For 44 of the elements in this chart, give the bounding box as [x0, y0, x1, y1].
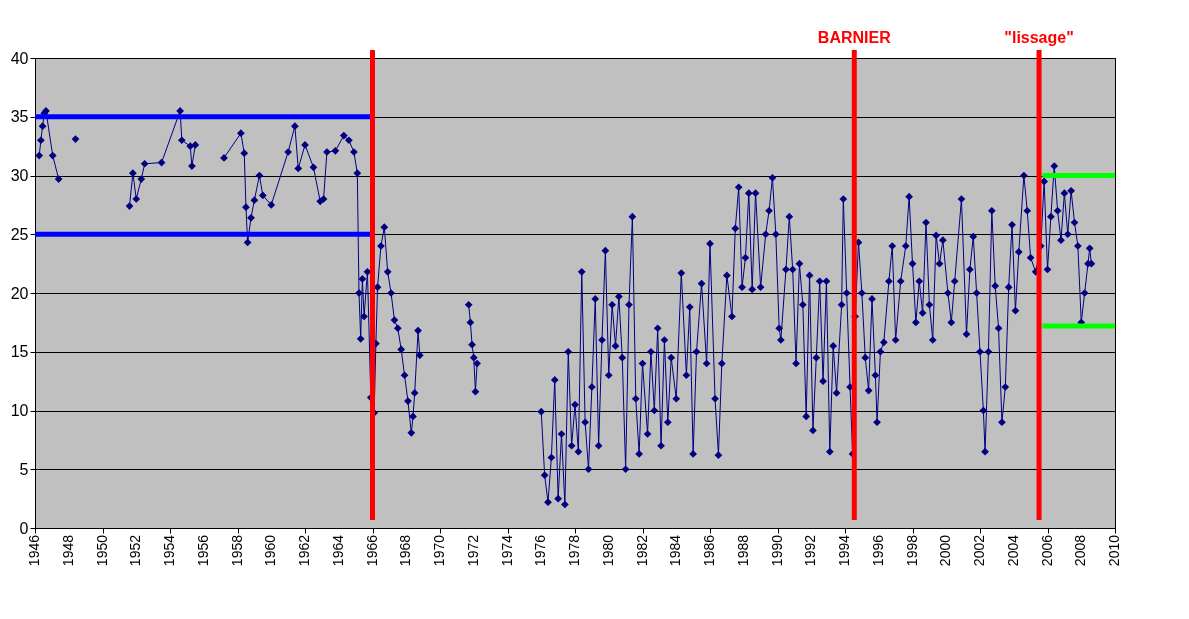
x-tick-label: 1964 [329, 534, 346, 567]
y-tick-label: 35 [10, 108, 29, 126]
x-tick-label: 1996 [869, 534, 886, 567]
x-tick-label: 1992 [802, 534, 819, 567]
x-tick-label: 1948 [59, 534, 76, 567]
x-tick-label: 2006 [1038, 534, 1055, 567]
x-tick-label: 1988 [734, 534, 751, 567]
x-tick-label: 1990 [768, 534, 785, 567]
x-tick-label: 1970 [431, 534, 447, 567]
ref-line-label: "lissage" [1004, 29, 1074, 46]
y-tick-label: 10 [10, 402, 29, 419]
y-tick-label: 5 [19, 460, 29, 478]
y-tick-label: 0 [19, 519, 29, 537]
x-tick-label: 2004 [1004, 534, 1021, 567]
ref-line-label: BARNIER [817, 29, 892, 46]
x-tick-label: 1982 [633, 534, 650, 567]
x-tick-label: 1962 [296, 534, 312, 567]
x-tick-label: 2008 [1072, 534, 1089, 567]
x-tick-label: 1960 [262, 534, 279, 567]
y-tick-label: 25 [10, 225, 29, 243]
x-tick-label: 1972 [464, 534, 481, 567]
y-tick-label: 15 [10, 343, 29, 361]
x-tick-label: 1954 [161, 534, 177, 567]
x-tick-label: 1976 [532, 534, 549, 567]
y-tick-label: 20 [10, 284, 29, 302]
x-tick-label: 1984 [667, 534, 684, 567]
x-tick-label: 1958 [228, 534, 245, 567]
x-tick-label: 1974 [498, 534, 515, 567]
x-tick-label: 1950 [93, 534, 110, 567]
x-tick-label: 2000 [937, 534, 954, 567]
x-tick-label: 1998 [903, 534, 920, 567]
x-tick-label: 1978 [566, 534, 582, 567]
x-tick-label: 2002 [971, 534, 987, 567]
y-tick-label: 40 [10, 49, 29, 67]
x-tick-label: 2010 [1106, 534, 1122, 567]
x-tick-label: 1952 [127, 534, 144, 567]
x-tick-label: 1968 [397, 534, 414, 567]
x-tick-label: 1980 [599, 534, 616, 567]
x-tick-label: 1956 [194, 534, 211, 567]
y-tick-label: 30 [10, 167, 29, 184]
x-tick-label: 1994 [836, 534, 852, 567]
x-tick-label: 1966 [363, 534, 380, 567]
x-tick-label: 1986 [701, 534, 717, 567]
x-tick-label: 1946 [26, 534, 42, 567]
